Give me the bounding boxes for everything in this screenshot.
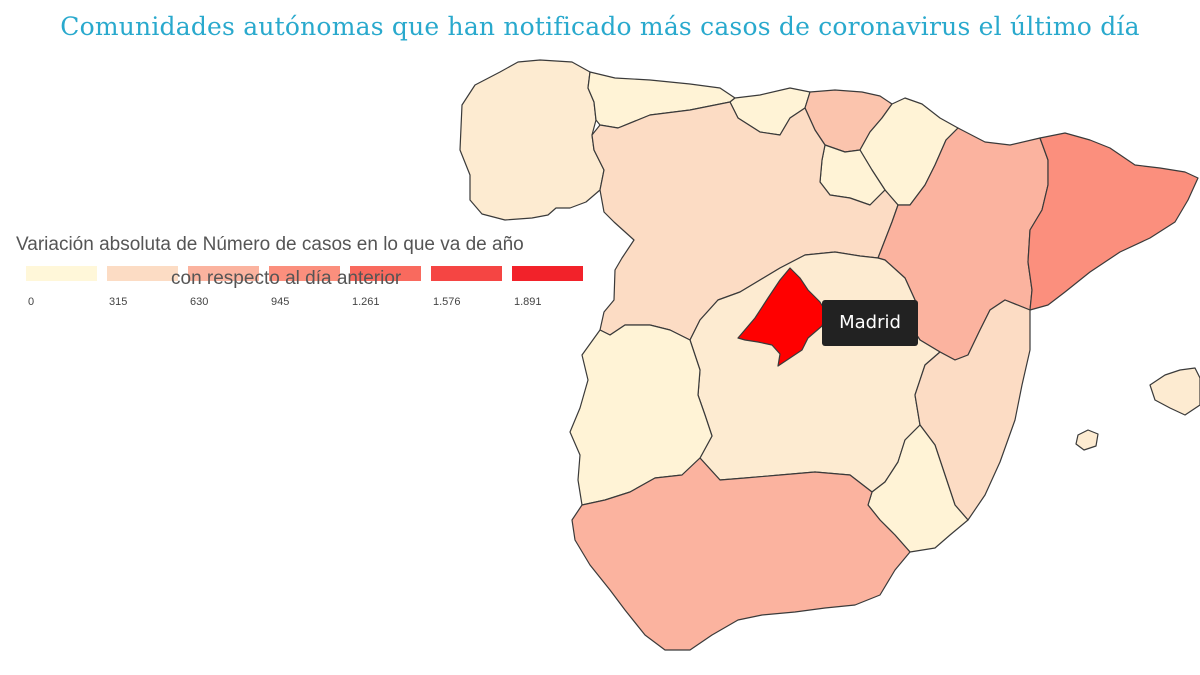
region-galicia[interactable]: Galicia xyxy=(459,59,605,221)
region-tooltip: Madrid xyxy=(822,300,918,346)
legend-tick-label: 0 xyxy=(28,296,35,308)
legend-tick-label: 945 xyxy=(271,296,290,308)
legend-swatch xyxy=(188,266,259,281)
legend-swatch xyxy=(26,266,97,281)
legend-tick-label: 315 xyxy=(109,296,128,308)
legend-swatch xyxy=(269,266,340,281)
legend-title: Variación absoluta de Número de casos en… xyxy=(16,234,524,255)
legend-tick-label: 1.891 xyxy=(514,296,542,308)
legend-tick-label: 1.576 xyxy=(433,296,461,308)
legend-swatch xyxy=(431,266,502,281)
region-baleares-ibiza[interactable]: Islas Baleares xyxy=(1075,429,1099,451)
legend: Variación absoluta de Número de casos en… xyxy=(16,232,616,312)
legend-swatch xyxy=(350,266,421,281)
region-madrid[interactable]: Madrid xyxy=(737,267,827,367)
map-title: Comunidades autónomas que han notificado… xyxy=(60,12,1140,41)
region-andalucia[interactable]: Andalucía xyxy=(571,457,911,651)
legend-tick-label: 1.261 xyxy=(352,296,380,308)
region-baleares-mallorca[interactable]: Islas Baleares xyxy=(1149,367,1200,416)
legend-swatch xyxy=(107,266,178,281)
legend-subtitle: con respecto al día anterior xyxy=(171,268,402,289)
legend-swatch xyxy=(512,266,583,281)
legend-tick-label: 630 xyxy=(190,296,209,308)
region-cataluna[interactable]: Cataluña xyxy=(1027,132,1199,311)
